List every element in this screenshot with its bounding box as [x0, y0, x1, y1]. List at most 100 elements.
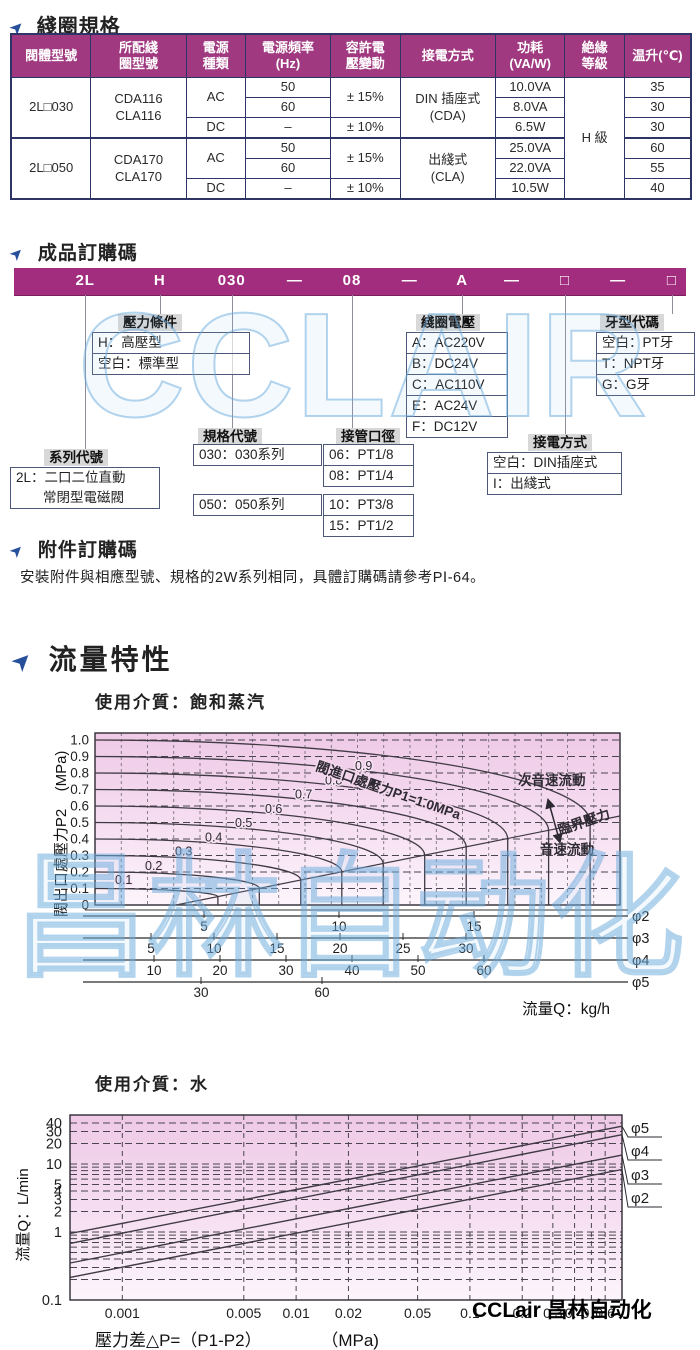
svg-text:0.9: 0.9: [355, 759, 372, 773]
svg-text:0.3: 0.3: [543, 1305, 563, 1321]
svg-text:20: 20: [332, 941, 347, 956]
callout-row: 10：PT3/8: [329, 497, 394, 512]
svg-text:1.0: 1.0: [70, 733, 89, 748]
svg-text:φ3: φ3: [631, 1167, 649, 1184]
svg-text:0.9: 0.9: [70, 749, 89, 764]
callout-row: 2L：二口二位直動 常閉型電磁閥: [16, 470, 126, 505]
table-header-row: 閥體型號 所配綫 圈型號 電源 種類 電源頻率 (Hz) 容許電 壓變動 接電方…: [10, 33, 692, 78]
brand-text: CCLair 昌林自动化: [472, 1299, 652, 1322]
frequency: 50: [245, 137, 331, 159]
flow-section-header: ➤ 流量特性: [5, 638, 173, 678]
svg-text:10: 10: [146, 963, 161, 978]
svg-text:0.7: 0.7: [70, 782, 89, 797]
section-arrow-icon: ➤: [6, 540, 28, 563]
callout-row: F：DC12V: [407, 416, 507, 437]
code-segment: H: [153, 272, 166, 289]
steam-chart-title: 使用介質：飽和蒸汽: [95, 693, 266, 712]
svg-text:音速流動: 音速流動: [540, 841, 594, 857]
code-separator: —: [610, 272, 627, 289]
svg-text:流量Q：kg/h: 流量Q：kg/h: [522, 1000, 610, 1018]
svg-text:30: 30: [458, 941, 473, 956]
frequency: –: [245, 117, 331, 139]
leader-line: [462, 295, 463, 314]
frequency: 60: [245, 158, 331, 179]
svg-text:0.5: 0.5: [235, 816, 252, 830]
power-consumption: 22.0VA: [494, 158, 566, 179]
callout-row: 06：PT1/8: [329, 447, 394, 462]
code-segment: 030: [217, 272, 246, 289]
svg-text:0.4: 0.4: [70, 832, 89, 847]
svg-text:30: 30: [46, 1125, 62, 1141]
col-header: 所配綫 圈型號: [90, 33, 187, 78]
power-type: DC: [185, 117, 247, 139]
col-header: 絶緣 等級: [564, 33, 625, 78]
svg-text:0.1: 0.1: [115, 873, 132, 887]
svg-text:0.02: 0.02: [335, 1305, 362, 1321]
accessory-section-header: ➤ 附件訂購碼: [6, 535, 138, 562]
temp-rise: 30: [623, 97, 692, 118]
temp-rise: 55: [623, 158, 692, 179]
callout-row: 050：050系列: [199, 497, 285, 512]
svg-text:0: 0: [81, 898, 89, 913]
voltage-tolerance: ± 15%: [330, 77, 401, 118]
svg-text:30: 30: [278, 963, 293, 978]
svg-text:0.2: 0.2: [145, 859, 162, 873]
temp-rise: 40: [623, 178, 692, 200]
callout-port-title: 接管口徑: [336, 428, 400, 445]
code-separator: —: [503, 272, 520, 289]
leader-line: [85, 295, 86, 449]
callout-row: A：AC220V: [412, 335, 485, 350]
callout-spec-box-030: 030：030系列: [193, 444, 322, 466]
accessory-body-text: 安裝附件與相應型號、規格的2W系列相同，具體訂購碼請參考PⅠ-64。: [20, 570, 486, 586]
col-header: 温升(℃): [623, 33, 692, 78]
svg-text:φ2: φ2: [631, 1190, 649, 1207]
svg-text:0.5: 0.5: [582, 1305, 602, 1321]
svg-text:5: 5: [200, 919, 208, 934]
power-type: DC: [185, 178, 247, 200]
leader-line: [160, 295, 161, 314]
valve-model: 2L□030: [10, 77, 92, 139]
svg-text:0.7: 0.7: [295, 788, 312, 802]
svg-text:0.8: 0.8: [70, 766, 89, 781]
temp-rise: 35: [623, 77, 692, 98]
order-code-banner: 2L H 030 — 08 — A — □ — □: [14, 268, 686, 295]
svg-text:30: 30: [193, 985, 208, 1000]
steam-flow-chart: 0.10.20.30.40.50.60.70.80.9閥進口處壓力P1=1.0M…: [53, 732, 649, 1018]
coil-model: CDA170 CLA170: [90, 137, 187, 200]
svg-text:0.6: 0.6: [70, 799, 89, 814]
table-row: DC – ± 10% 10.5W 40: [11, 178, 692, 200]
callout-row: I：出綫式: [488, 473, 621, 494]
code-separator: —: [401, 272, 418, 289]
svg-text:60: 60: [476, 963, 491, 978]
code-segment: 2L: [75, 272, 95, 289]
leader-line: [352, 295, 353, 431]
valve-model: 2L□050: [10, 137, 92, 200]
callout-row: 15：PT1/2: [324, 515, 413, 536]
callout-port-box-030: 06：PT1/8 08：PT1/4: [323, 444, 414, 487]
order-code-title: 成品訂購碼: [37, 243, 138, 264]
svg-text:0.1: 0.1: [42, 1293, 62, 1309]
svg-text:0.6: 0.6: [265, 802, 282, 816]
callout-row: 030：030系列: [199, 447, 285, 462]
callout-series-title: 系列代號: [44, 449, 108, 466]
callout-row: 空白：PT牙: [602, 335, 674, 350]
svg-text:25: 25: [395, 941, 410, 956]
power-consumption: 10.5W: [494, 178, 566, 200]
table-row: 60 22.0VA 55: [11, 158, 692, 179]
svg-text:0.05: 0.05: [404, 1305, 431, 1321]
table-row: 60 8.0VA 30: [11, 97, 692, 118]
water-xaxis-label: 壓力差△P=（P1-P2） （MPa): [95, 1326, 379, 1350]
power-consumption: 25.0VA: [494, 137, 566, 159]
callout-thread-title: 牙型代碼: [600, 314, 664, 331]
code-segment: □: [666, 272, 677, 289]
svg-text:10: 10: [46, 1157, 62, 1173]
svg-text:15: 15: [466, 919, 481, 934]
svg-text:0.2: 0.2: [513, 1305, 533, 1321]
callout-series-box: 2L：二口二位直動 常閉型電磁閥: [10, 467, 160, 509]
svg-text:0.3: 0.3: [175, 845, 192, 859]
col-header: 接電方式: [399, 33, 496, 78]
callout-port-box-050: 10：PT3/8 15：PT1/2: [323, 494, 414, 537]
voltage-tolerance: ± 10%: [330, 178, 401, 200]
callout-thread-box: 空白：PT牙 T：NPT牙 G：G牙: [596, 332, 695, 396]
